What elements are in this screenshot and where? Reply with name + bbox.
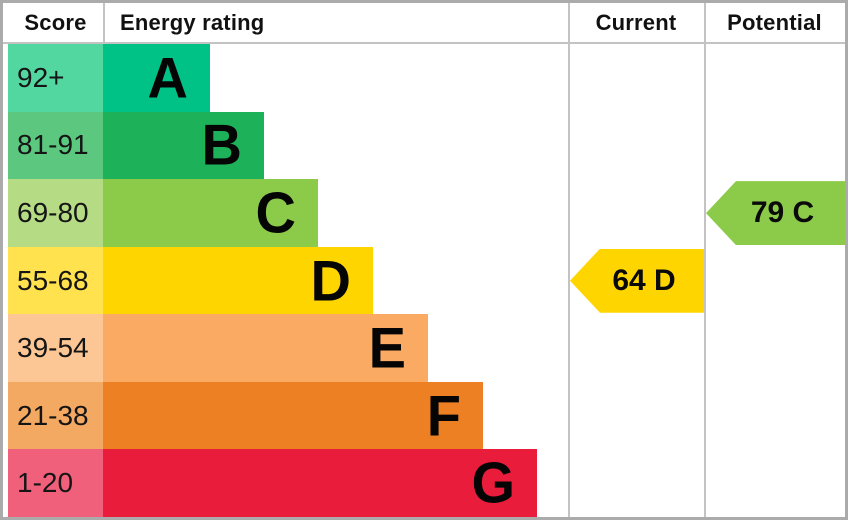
rating-letter: C [255,180,296,245]
band-row-a: 92+ A [8,44,845,112]
score-range-cell: 39-54 [8,314,103,382]
score-range-cell: 21-38 [8,381,103,450]
rating-letter: E [368,315,406,380]
rating-bar: F [103,381,483,450]
current-column-divider [568,3,570,517]
potential-rating-arrow: 79 C [706,181,845,246]
current-rating-label: 64 D [612,263,676,297]
band-row-d: 55-68 D [8,246,845,315]
score-range-cell: 81-91 [8,111,103,180]
potential-rating-label: 79 C [750,196,815,230]
current-rating-arrow: 64 D [570,248,704,313]
band-row-b: 81-91 B [8,111,845,180]
potential-header: Potential [727,9,822,35]
band-row-c: 69-80 C [8,179,845,247]
rating-bar: B [103,111,264,180]
rating-bands: 92+ A 81-91 B 69-80 C 55-68 D 39-54 E 21… [8,44,845,518]
epc-chart-inner: Score Energy rating Current Potential 92… [3,3,845,518]
band-row-e: 39-54 E [8,314,845,382]
rating-letter: B [201,112,242,177]
rating-bar: D [103,246,373,315]
rating-bar: G [103,449,537,518]
score-column-divider [103,3,105,42]
rating-letter: G [471,450,515,515]
potential-column-divider [704,3,706,517]
rating-letter: F [426,383,461,448]
rating-bar: C [103,179,318,247]
energy-rating-header: Energy rating [120,9,265,35]
band-row-g: 1-20 G [8,449,845,518]
score-range-cell: 55-68 [8,246,103,315]
score-range-cell: 1-20 [8,449,103,518]
rating-letter: D [310,247,351,313]
score-range-cell: 92+ [8,44,103,112]
score-range-cell: 69-80 [8,179,103,247]
band-row-f: 21-38 F [8,381,845,450]
rating-bar: E [103,314,428,382]
score-header: Score [24,9,87,35]
current-header: Current [595,9,677,35]
header-underline [3,42,845,44]
rating-letter: A [147,45,188,110]
rating-bar: A [103,44,210,112]
